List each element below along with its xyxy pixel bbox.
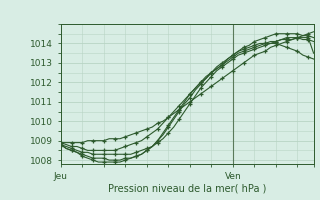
X-axis label: Pression niveau de la mer( hPa ): Pression niveau de la mer( hPa ) xyxy=(108,183,266,193)
